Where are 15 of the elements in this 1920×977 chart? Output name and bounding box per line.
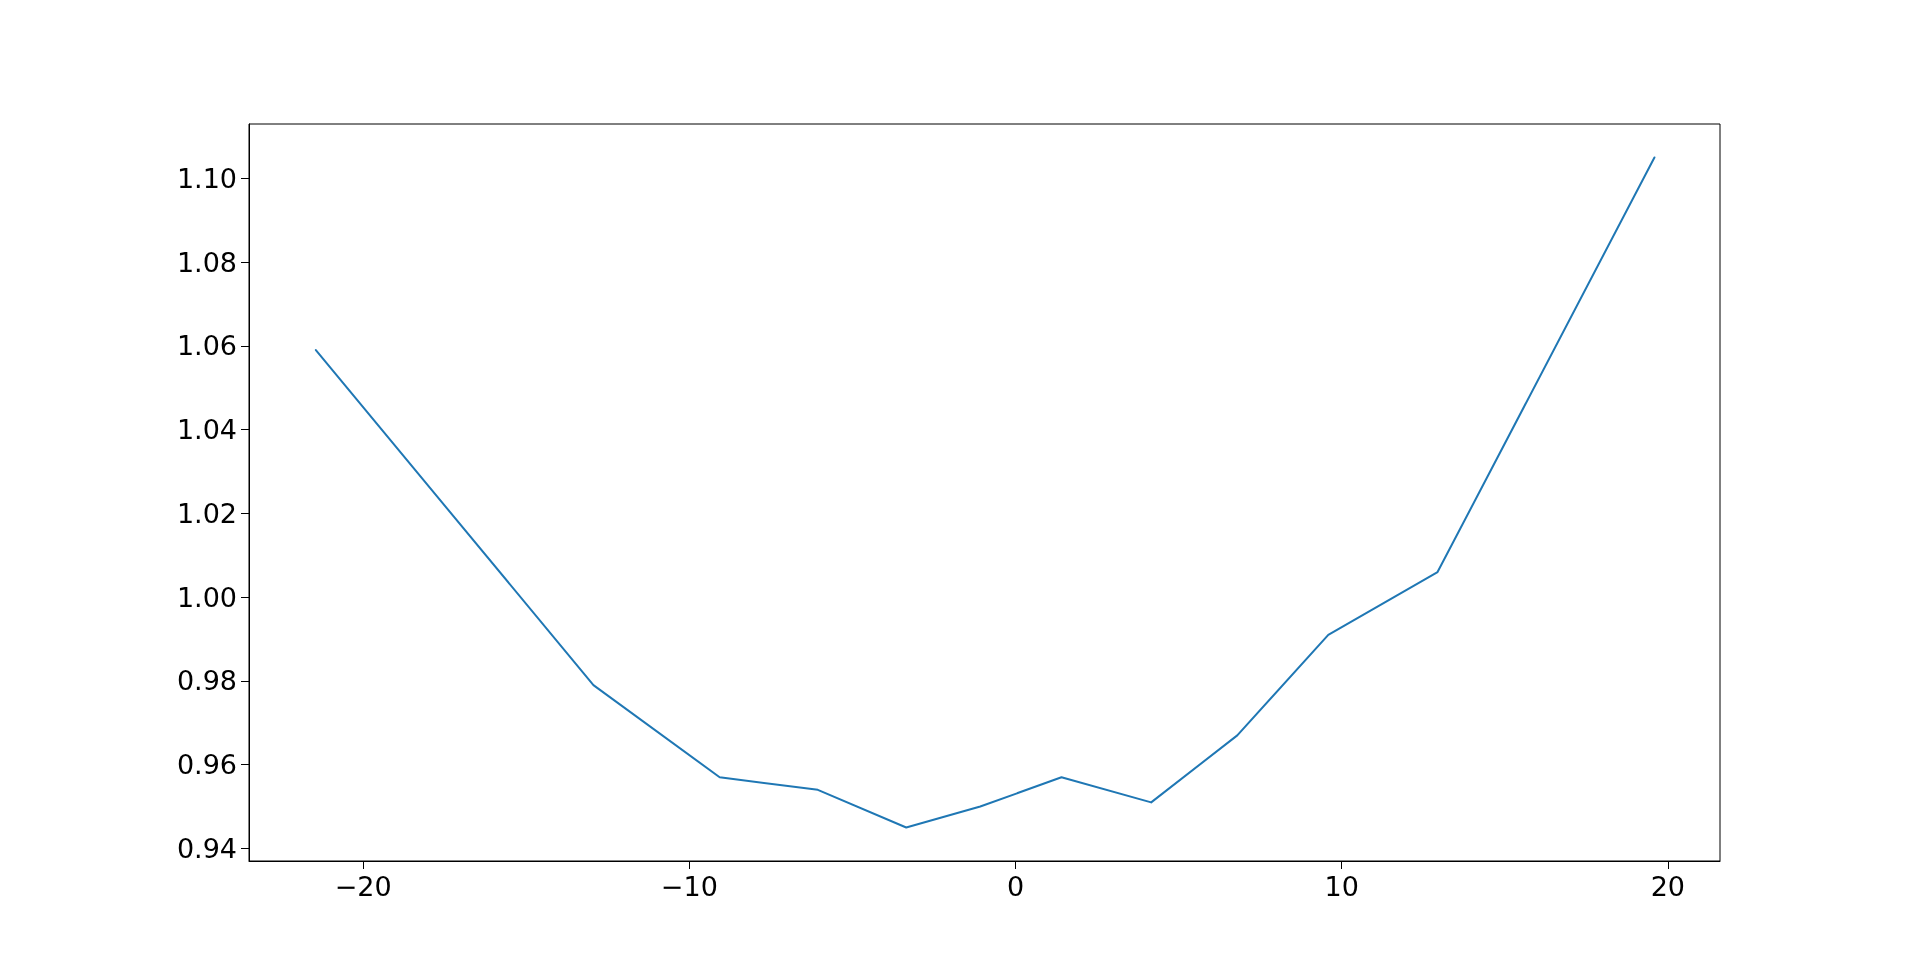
x-tick-label: 10 [1324, 871, 1359, 902]
line-series [314, 156, 1656, 829]
y-tick-label: 1.08 [176, 246, 237, 278]
y-tick-label: 1.04 [176, 414, 237, 446]
y-tick-label: 0.96 [176, 749, 237, 781]
y-tick-label: 1.06 [176, 330, 237, 362]
y-tick-label: 1.10 [176, 162, 237, 194]
y-tick-label: 1.02 [176, 497, 237, 529]
y-tick-label: 0.94 [176, 832, 237, 864]
y-tick-label: 1.00 [176, 581, 237, 613]
x-tick-label: −10 [660, 871, 718, 902]
x-tick-label: 0 [1006, 871, 1025, 902]
x-tick-label: −20 [334, 871, 392, 902]
x-tick-label: 20 [1650, 871, 1685, 902]
y-tick-label: 0.98 [176, 665, 237, 697]
